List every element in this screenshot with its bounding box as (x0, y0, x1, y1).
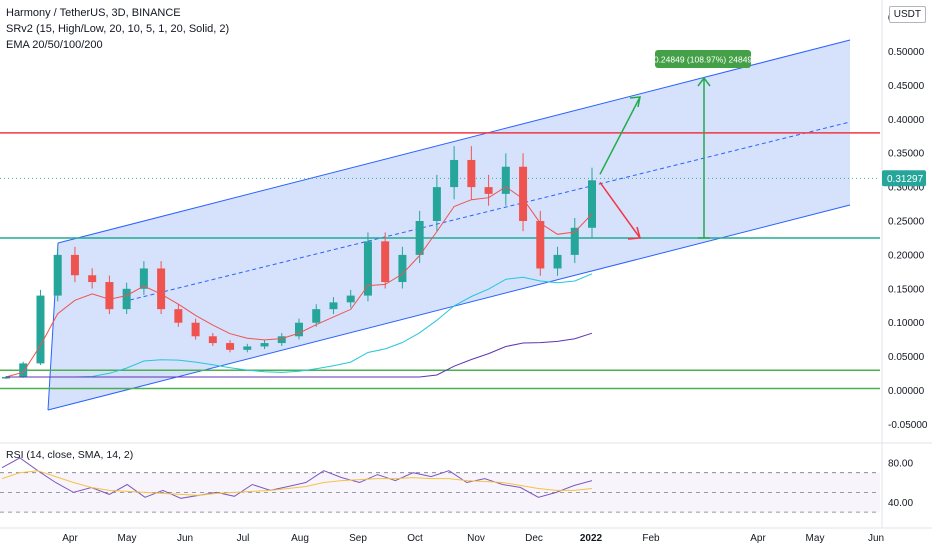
y-axis-tick-label: 0.45000 (888, 81, 925, 92)
rsi-axis-tick-label: 40.00 (888, 498, 913, 509)
x-axis-tick-label: Aug (291, 533, 309, 544)
candles-group (2, 146, 596, 380)
channel-upper-line (57, 39, 851, 244)
candle-body (19, 363, 28, 377)
projection-arrow-down (599, 181, 641, 239)
candle-body (295, 322, 303, 337)
candle-body (88, 275, 97, 283)
channel-lower-line (47, 204, 851, 411)
x-axis-tick-label: Jun (868, 533, 884, 544)
candle-body (484, 187, 493, 194)
candle-body (139, 268, 148, 289)
candle-body (363, 241, 372, 296)
rsi-legend: RSI (14, close, SMA, 14, 2) (6, 449, 133, 461)
indicator-legend-ema: EMA 20/50/100/200 (6, 39, 103, 51)
current-price-label: 0.31297 (887, 174, 924, 185)
x-axis-tick-label: Jun (177, 533, 193, 544)
candle-body (553, 254, 562, 269)
measure-label: 0.24849 (108.97%) 24849 (654, 55, 753, 65)
projection-arrow-down-head (627, 226, 641, 240)
candle-body (174, 309, 183, 323)
x-axis-tick-label: Apr (62, 533, 78, 544)
candle-body (432, 187, 441, 221)
x-axis-tick-label: Jul (237, 533, 250, 544)
ema-100-line (6, 273, 593, 378)
candle-body (467, 159, 476, 188)
candle-body (226, 343, 235, 350)
measure-label-box (655, 50, 751, 68)
candle-body (312, 309, 321, 323)
projection-arrow-up (599, 96, 641, 175)
x-axis-tick-label: Nov (467, 533, 485, 544)
candle-body (346, 295, 355, 303)
candle-body (415, 221, 424, 255)
x-axis-tick-label: 2022 (580, 533, 603, 544)
symbol-title: Harmony / TetherUS, 3D, BINANCE (6, 7, 181, 19)
candle-body (570, 227, 579, 255)
candle-body (398, 254, 407, 283)
y-axis-tick-label: 0.20000 (888, 250, 925, 261)
candle-body (191, 322, 200, 337)
candle-body (277, 336, 286, 344)
candle-body (2, 376, 10, 379)
y-axis-tick-label: 0.35000 (888, 149, 925, 160)
candle-body (105, 282, 114, 310)
y-axis-tick-label: 0.05000 (888, 352, 925, 363)
ema-200-line (6, 332, 593, 378)
candle-body (588, 180, 596, 228)
y-axis-tick-label: 0.50000 (888, 47, 925, 58)
candle-body (122, 288, 131, 310)
y-axis-tick-label: -0.05000 (888, 420, 928, 431)
x-axis-tick-label: Dec (525, 533, 543, 544)
projection-arrow-up-head (629, 96, 641, 108)
currency-unit-badge[interactable]: USDT (888, 6, 926, 23)
candle-body (501, 166, 510, 194)
candle-body (36, 295, 45, 364)
x-axis-tick-label: May (806, 533, 825, 544)
y-axis-tick-label: 0.30000 (888, 183, 925, 194)
candle-body (260, 343, 269, 347)
x-axis-tick-label: Apr (750, 533, 766, 544)
candle-body (381, 241, 390, 283)
candle-body (208, 336, 217, 344)
y-axis-tick-label: 0.00000 (888, 386, 925, 397)
candle-body (243, 346, 252, 350)
candle-body (53, 254, 62, 296)
candle-body (450, 159, 459, 188)
rsi-sma-line (1, 470, 593, 496)
x-axis-tick-label: Oct (407, 533, 423, 544)
x-axis-tick-label: May (118, 533, 137, 544)
y-axis-tick-label: 0.40000 (888, 115, 925, 126)
candle-body (70, 254, 79, 276)
ema-20-line (5, 186, 593, 378)
candle-body (157, 268, 166, 310)
measure-arrow-head (697, 76, 711, 87)
candle-body (536, 221, 545, 269)
x-axis-tick-label: Feb (642, 533, 660, 544)
y-axis-tick-label: 0.10000 (888, 318, 925, 329)
trend-channel-fill (48, 40, 850, 410)
channel-mid-dashed (129, 121, 851, 301)
indicator-legend-srv2: SRv2 (15, High/Low, 20, 10, 5, 1, 20, So… (6, 23, 230, 35)
y-axis-tick-label: 0.15000 (888, 284, 925, 295)
current-price-badge (882, 170, 926, 187)
x-axis-tick-label: Sep (349, 533, 367, 544)
candle-body (519, 166, 528, 221)
rsi-axis-tick-label: 80.00 (888, 458, 913, 469)
y-axis-tick-label: 0.25000 (888, 217, 925, 228)
candle-body (329, 302, 338, 310)
